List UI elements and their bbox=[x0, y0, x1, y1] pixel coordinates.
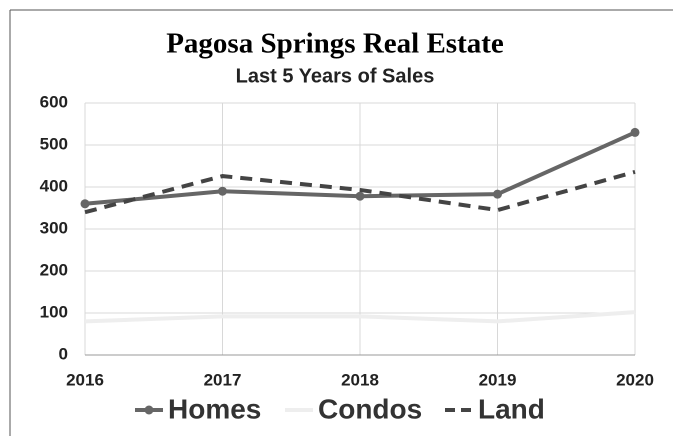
legend-label: Condos bbox=[318, 393, 422, 424]
y-tick-label: 400 bbox=[40, 176, 68, 195]
chart-subtitle: Last 5 Years of Sales bbox=[236, 65, 435, 87]
x-tick-label: 2017 bbox=[204, 370, 242, 389]
legend-marker bbox=[144, 405, 154, 415]
point bbox=[493, 189, 502, 199]
y-tick-label: 0 bbox=[59, 344, 68, 363]
chart-title: Pagosa Springs Real Estate bbox=[166, 28, 504, 60]
x-tick-label: 2018 bbox=[341, 370, 379, 389]
legend-label: Land bbox=[478, 393, 545, 424]
y-tick-label: 600 bbox=[40, 92, 68, 111]
y-tick-label: 500 bbox=[40, 134, 68, 153]
y-tick-label: 300 bbox=[40, 218, 68, 237]
x-tick-label: 2020 bbox=[616, 370, 654, 389]
series-line bbox=[84, 310, 636, 324]
point bbox=[630, 127, 640, 137]
legend-label: Homes bbox=[168, 393, 261, 424]
series-line bbox=[84, 169, 636, 215]
x-tick-label: 2016 bbox=[66, 370, 104, 389]
y-tick-label: 200 bbox=[40, 260, 68, 279]
point bbox=[355, 191, 365, 201]
y-tick-label: 100 bbox=[40, 302, 68, 321]
point bbox=[80, 199, 90, 209]
x-tick-label: 2019 bbox=[479, 370, 517, 389]
point bbox=[218, 186, 227, 196]
